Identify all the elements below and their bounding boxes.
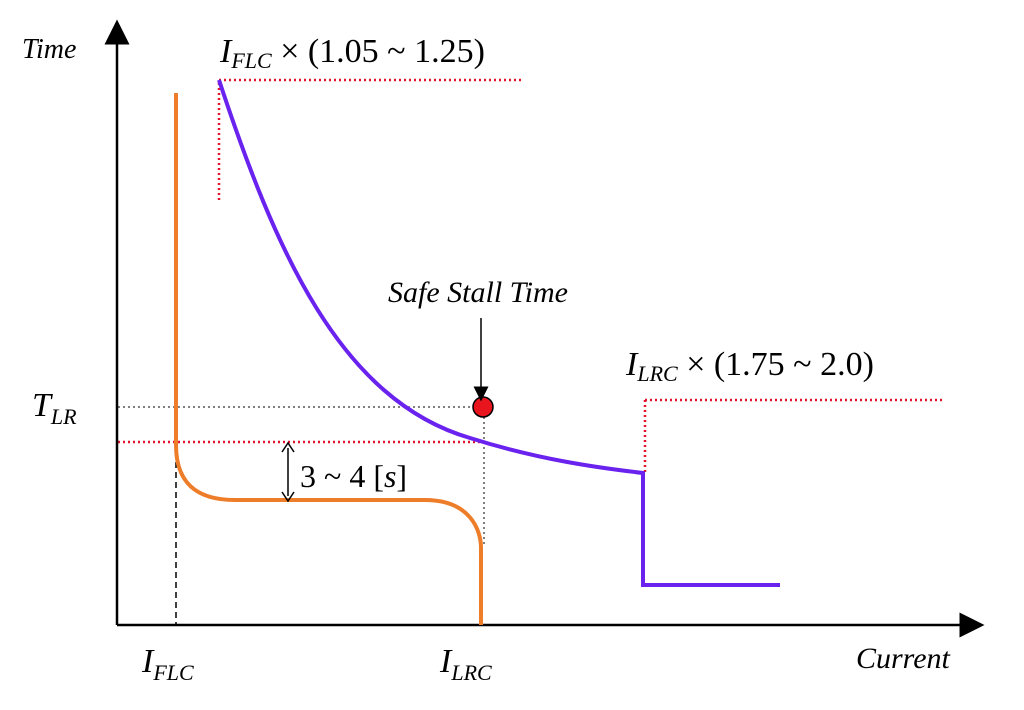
gap-duration-label: 3 ~ 4 [s] — [300, 458, 407, 494]
limit-lines — [118, 78, 945, 472]
t-lr-label: TLR — [32, 387, 77, 429]
i-lrc-factor-label: ILRC × (1.75 ~ 2.0) — [625, 346, 874, 386]
y-axis-label: Time — [22, 34, 76, 65]
safe-stall-time-label: Safe Stall Time — [388, 276, 568, 309]
relay-thermal-curve — [217, 79, 780, 587]
x-tick-flc-label: IFLC — [141, 643, 194, 685]
motor-starting-curve — [174, 93, 483, 625]
safe-stall-point — [472, 396, 494, 418]
i-flc-factor-label: IFLC × (1.05 ~ 1.25) — [219, 33, 485, 73]
x-tick-lrc-label: ILRC — [439, 643, 492, 685]
x-axis-label: Current — [856, 642, 951, 675]
